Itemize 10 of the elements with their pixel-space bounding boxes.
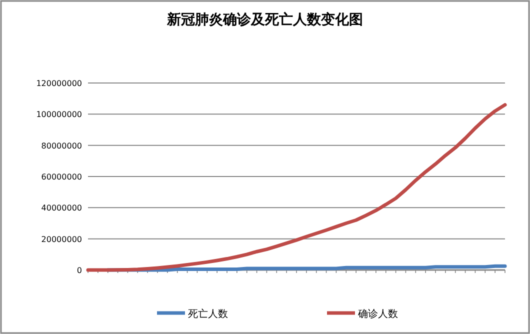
chart-title: 新冠肺炎确诊及死亡人数变化图: [166, 11, 363, 28]
y-tick-label: 60000000: [41, 172, 82, 182]
legend-label: 死亡人数: [188, 308, 228, 320]
y-tick-label: 100000000: [36, 110, 82, 120]
y-tick-label: 120000000: [36, 79, 82, 88]
legend-label: 确诊人数: [357, 308, 398, 320]
y-tick-label: 20000000: [41, 234, 82, 244]
y-tick-label: 40000000: [41, 204, 82, 213]
y-tick-label: 80000000: [41, 141, 82, 150]
y-tick-label: 0: [76, 266, 82, 275]
